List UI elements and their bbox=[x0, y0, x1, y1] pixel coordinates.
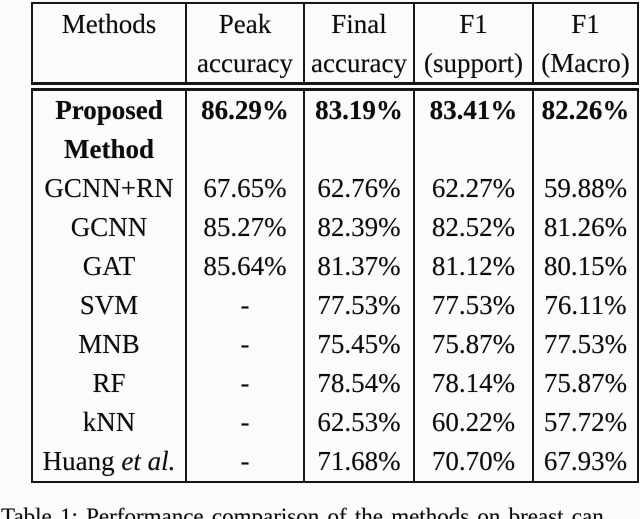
table-row: GAT 85.64% 81.37% 81.12% 80.15% bbox=[31, 247, 639, 286]
table-caption: Table 1: Performance comparison of the m… bbox=[1, 504, 604, 519]
column-header-peak-accuracy: Peak accuracy bbox=[185, 3, 305, 91]
method-cell: kNN bbox=[31, 403, 187, 442]
value-cell: 75.87% bbox=[413, 325, 534, 364]
method-cell: RF bbox=[31, 364, 187, 403]
value-cell: 75.45% bbox=[303, 325, 415, 364]
method-italic-suffix: et al. bbox=[121, 446, 176, 476]
column-header-methods: Methods bbox=[31, 3, 187, 91]
column-header-line2: (Macro) bbox=[541, 48, 630, 78]
value-cell: - bbox=[185, 325, 305, 364]
value-cell: 83.19% bbox=[303, 86, 415, 169]
value-cell: 67.93% bbox=[532, 442, 639, 482]
value-cell: 82.52% bbox=[413, 208, 534, 247]
method-cell: MNB bbox=[31, 325, 187, 364]
method-cell: Huang et al. bbox=[31, 442, 187, 482]
column-header-line2: accuracy bbox=[311, 48, 407, 78]
table-body: Proposed Method 86.29% 83.19% 83.41% 82.26% G… bbox=[31, 86, 639, 482]
column-header-f1-support: F1 (support) bbox=[413, 3, 534, 91]
value-cell: - bbox=[185, 286, 305, 325]
table-row: MNB -75.45% 75.87% 77.53% bbox=[31, 325, 639, 364]
value-cell: 78.14% bbox=[413, 364, 534, 403]
table-row: GCNN+RN 67.65% 62.76% 62.27% 59.88% bbox=[31, 169, 639, 208]
value-cell: 70.70% bbox=[413, 442, 534, 482]
column-header-line1: F1 bbox=[459, 9, 488, 39]
value-cell: - bbox=[185, 364, 305, 403]
value-cell: 77.53% bbox=[413, 286, 534, 325]
value-cell: 71.68% bbox=[303, 442, 415, 482]
value-cell: 59.88% bbox=[532, 169, 639, 208]
method-cell: Proposed Method bbox=[31, 86, 187, 169]
method-cell: GCNN bbox=[31, 208, 187, 247]
column-header-final-accuracy: Final accuracy bbox=[303, 3, 415, 91]
value-cell: 77.53% bbox=[303, 286, 415, 325]
results-table: Methods Peak accuracy Final accuracy F1 (suppo… bbox=[31, 2, 639, 483]
method-cell: SVM bbox=[31, 286, 187, 325]
method-cell: GAT bbox=[31, 247, 187, 286]
table-row: RF -78.54% 78.14% 75.87% bbox=[31, 364, 639, 403]
value-cell: 77.53% bbox=[532, 325, 639, 364]
value-cell: 80.15% bbox=[532, 247, 639, 286]
value-cell: 85.27% bbox=[185, 208, 305, 247]
value-cell: 62.76% bbox=[303, 169, 415, 208]
table-row: SVM -77.53% 77.53% 76.11% bbox=[31, 286, 639, 325]
value-cell: 62.27% bbox=[413, 169, 534, 208]
column-header-line2 bbox=[34, 43, 184, 78]
value-cell: - bbox=[185, 403, 305, 442]
value-cell: 78.54% bbox=[303, 364, 415, 403]
column-header-line1: F1 bbox=[571, 9, 600, 39]
column-header-line2: accuracy bbox=[197, 48, 293, 78]
table-row: Huang et al. -71.68% 70.70% 67.93% bbox=[31, 442, 639, 482]
table-row: Proposed Method 86.29% 83.19% 83.41% 82.26% bbox=[31, 86, 639, 169]
value-cell: 76.11% bbox=[532, 286, 639, 325]
value-cell: 57.72% bbox=[532, 403, 639, 442]
value-cell: 75.87% bbox=[532, 364, 639, 403]
value-cell: 85.64% bbox=[185, 247, 305, 286]
value-cell: 67.65% bbox=[185, 169, 305, 208]
table-row: GCNN 85.27% 82.39% 82.52% 81.26% bbox=[31, 208, 639, 247]
method-cell: GCNN+RN bbox=[31, 169, 187, 208]
header-row: Methods Peak accuracy Final accuracy F1 (suppo… bbox=[31, 3, 639, 91]
value-cell: 81.12% bbox=[413, 247, 534, 286]
column-header-line1: Peak bbox=[218, 9, 272, 39]
value-cell: - bbox=[185, 442, 305, 482]
value-cell: 86.29% bbox=[185, 86, 305, 169]
column-header-line1: Final bbox=[331, 9, 387, 39]
value-cell: 81.37% bbox=[303, 247, 415, 286]
column-header-line2: (support) bbox=[424, 48, 523, 78]
table-header: Methods Peak accuracy Final accuracy F1 (suppo… bbox=[31, 3, 639, 91]
value-cell: 60.22% bbox=[413, 403, 534, 442]
value-cell: 83.41% bbox=[413, 86, 534, 169]
value-cell: 82.26% bbox=[532, 86, 639, 169]
table-row: kNN -62.53% 60.22% 57.72% bbox=[31, 403, 639, 442]
column-header-line1: Methods bbox=[61, 9, 157, 39]
value-cell: 62.53% bbox=[303, 403, 415, 442]
column-header-f1-macro: F1 (Macro) bbox=[532, 3, 639, 91]
value-cell: 82.39% bbox=[303, 208, 415, 247]
value-cell: 81.26% bbox=[532, 208, 639, 247]
